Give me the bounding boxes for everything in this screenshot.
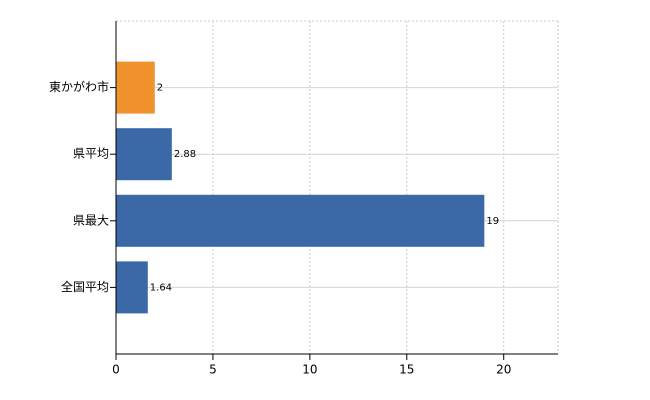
y-tick-label: 県最大 [73,213,109,227]
bar [116,61,155,114]
x-tick-label: 0 [112,363,120,377]
y-tick-label: 全国平均 [61,279,109,294]
x-tick-label: 5 [209,363,217,377]
x-tick-label: 20 [496,363,511,377]
value-label: 2 [157,83,163,94]
value-label: 2.88 [174,149,196,160]
bar [116,128,172,181]
value-label: 19 [486,216,499,227]
bar [116,194,485,247]
value-label: 1.64 [150,282,172,293]
y-tick-label: 県平均 [73,147,109,161]
y-tick-label: 東かがわ市 [49,79,109,94]
bar [116,261,148,314]
x-tick-label: 10 [302,363,317,377]
x-tick-label: 15 [399,363,414,377]
